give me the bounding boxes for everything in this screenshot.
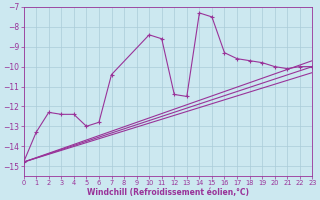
X-axis label: Windchill (Refroidissement éolien,°C): Windchill (Refroidissement éolien,°C): [87, 188, 249, 197]
